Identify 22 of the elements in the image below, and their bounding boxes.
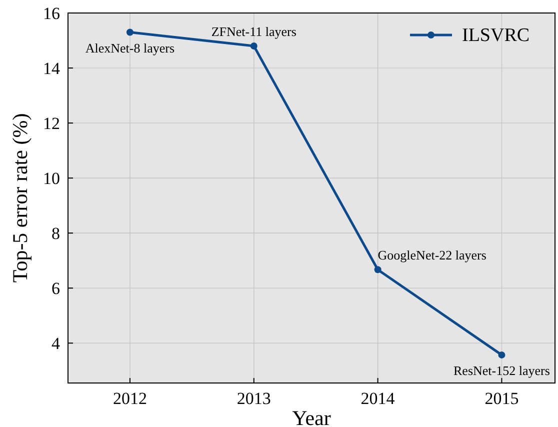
y-axis-title: Top-5 error rate (%) [8, 113, 32, 283]
y-tick-label: 6 [52, 279, 60, 298]
annotation: ResNet-152 layers [454, 362, 550, 378]
y-tick-label: 4 [52, 334, 60, 354]
annotation: AlexNet-8 layers [85, 40, 175, 56]
y-tick-label: 12 [43, 114, 60, 134]
x-tick-label: 2015 [484, 389, 519, 408]
y-tick-label: 8 [52, 224, 60, 244]
x-tick-label: 2014 [360, 389, 396, 408]
point [374, 266, 382, 274]
y-tick-label: 10 [43, 169, 60, 188]
x-tick-label: 2012 [112, 389, 147, 408]
y-tick-label: 16 [43, 4, 60, 23]
annotation: ZFNet-11 layers [211, 24, 296, 40]
legend-label: ILSVRC [462, 25, 530, 46]
annotation: GoogleNet-22 layers [378, 248, 486, 263]
point [126, 28, 134, 36]
x-tick-label: 2013 [236, 389, 271, 408]
y-tick-label: 14 [43, 59, 60, 78]
point [498, 351, 506, 358]
point [250, 42, 258, 50]
x-axis-title: Year [292, 406, 331, 427]
